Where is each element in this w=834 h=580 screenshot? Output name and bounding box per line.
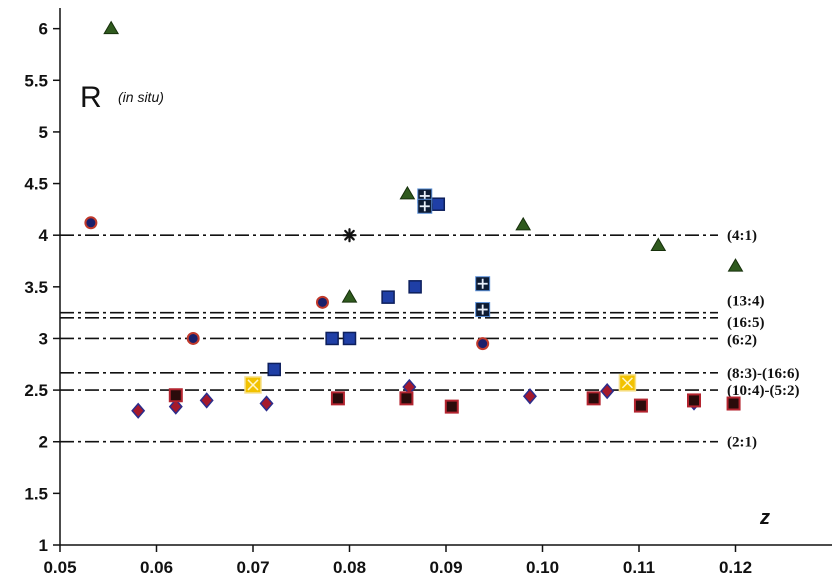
- data-points: [84, 20, 744, 419]
- x-axis-title: z: [759, 507, 770, 529]
- square-marker: [408, 280, 422, 294]
- plot-frame: [59, 8, 832, 546]
- square-marker: [325, 331, 339, 346]
- square-marker: [267, 362, 281, 377]
- dark-square-marker: [444, 399, 459, 414]
- y-tick-label: 4: [39, 226, 49, 245]
- cross-square-marker: [475, 276, 491, 292]
- triangle-marker: [103, 20, 120, 35]
- x-tick-label: 0.11: [623, 558, 655, 577]
- x-tick-label: 0.05: [43, 558, 76, 577]
- square-marker: [381, 290, 395, 304]
- diamond-marker: [600, 382, 615, 400]
- x-tick-label: 0.12: [719, 558, 752, 577]
- asterisk-marker: [342, 228, 357, 243]
- diamond-marker: [522, 388, 537, 405]
- dark-square-marker: [586, 391, 601, 406]
- y-axis-title: R: [80, 81, 102, 114]
- dark-square-marker: [399, 391, 414, 406]
- dark-square-marker: [168, 388, 183, 403]
- x-tick-label: 0.07: [236, 558, 269, 577]
- yellow-square-diag-b: [247, 379, 259, 391]
- diamond-marker: [199, 392, 214, 409]
- x-tick-label: 0.08: [333, 558, 366, 577]
- reference-line-label: (8:3)-(16:6): [727, 366, 799, 382]
- reference-line-label: (4:1): [727, 228, 757, 244]
- y-tick-label: 1: [39, 536, 48, 555]
- diamond-marker: [259, 395, 274, 412]
- y-tick-label: 5.5: [24, 71, 48, 90]
- x-axis: 0.05 0.06 0.07 0.08 0.09 0.10 0.11 0.12: [43, 545, 752, 577]
- reference-line-label: (10:4)-(5:2): [727, 383, 799, 399]
- yellow-square-diag-b: [621, 377, 633, 389]
- y-tick-label: 4.5: [24, 175, 48, 194]
- y-tick-label: 3.5: [24, 278, 48, 297]
- y-tick-label: 2.5: [24, 381, 48, 400]
- yellow-square-marker: [618, 374, 637, 392]
- triangle-marker: [650, 237, 667, 252]
- dark-square-marker: [330, 391, 345, 406]
- square-marker: [431, 197, 446, 211]
- reference-line-label: (6:2): [727, 332, 757, 348]
- dark-square-marker: [633, 398, 648, 413]
- cross-square-marker: [417, 198, 433, 214]
- circle-marker: [84, 216, 98, 230]
- square-marker: [342, 331, 357, 346]
- x-tick-label: 0.09: [429, 558, 462, 577]
- reference-line-label: (16:5): [727, 315, 765, 331]
- triangle-marker: [399, 185, 416, 200]
- asterisk-stroke: [344, 229, 355, 241]
- y-axis: 1 1.5 2 2.5 3 3.5 4 4.5 5 5.5 6: [24, 20, 60, 555]
- circle-marker: [186, 331, 200, 345]
- cross-square-marker: [475, 302, 491, 318]
- triangle-marker: [515, 216, 532, 231]
- yellow-square-marker: [244, 376, 262, 394]
- reference-lines: (4:1) (13:4) (16:5)(6:2) (8:3)-(16:6)(10:4)…: [60, 228, 799, 451]
- x-tick-label: 0.10: [526, 558, 559, 577]
- dark-square-marker: [726, 396, 741, 411]
- y-tick-label: 2: [39, 433, 48, 452]
- y-axis-title-note: (in situ): [118, 89, 164, 105]
- diamond-marker: [131, 402, 146, 419]
- y-tick-label: 3: [39, 329, 48, 348]
- dark-square-marker: [687, 393, 702, 408]
- y-tick-label: 5: [39, 123, 48, 142]
- circle-marker: [476, 337, 490, 351]
- triangle-marker: [727, 258, 744, 272]
- y-tick-label: 6: [39, 20, 48, 39]
- diamond-marker: [168, 398, 183, 415]
- circle-marker: [315, 295, 329, 309]
- y-tick-label: 1.5: [24, 484, 48, 503]
- triangle-marker: [341, 289, 358, 303]
- x-tick-label: 0.06: [140, 558, 173, 577]
- reference-line-label: (2:1): [727, 435, 757, 451]
- reference-line-label: (13:4): [727, 294, 765, 310]
